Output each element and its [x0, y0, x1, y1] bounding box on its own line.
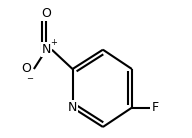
Text: O: O: [21, 63, 31, 75]
Text: −: −: [26, 74, 33, 83]
Text: +: +: [50, 38, 57, 47]
Text: O: O: [41, 7, 51, 20]
Text: N: N: [68, 101, 77, 114]
Text: F: F: [152, 101, 159, 114]
Text: N: N: [42, 43, 51, 56]
